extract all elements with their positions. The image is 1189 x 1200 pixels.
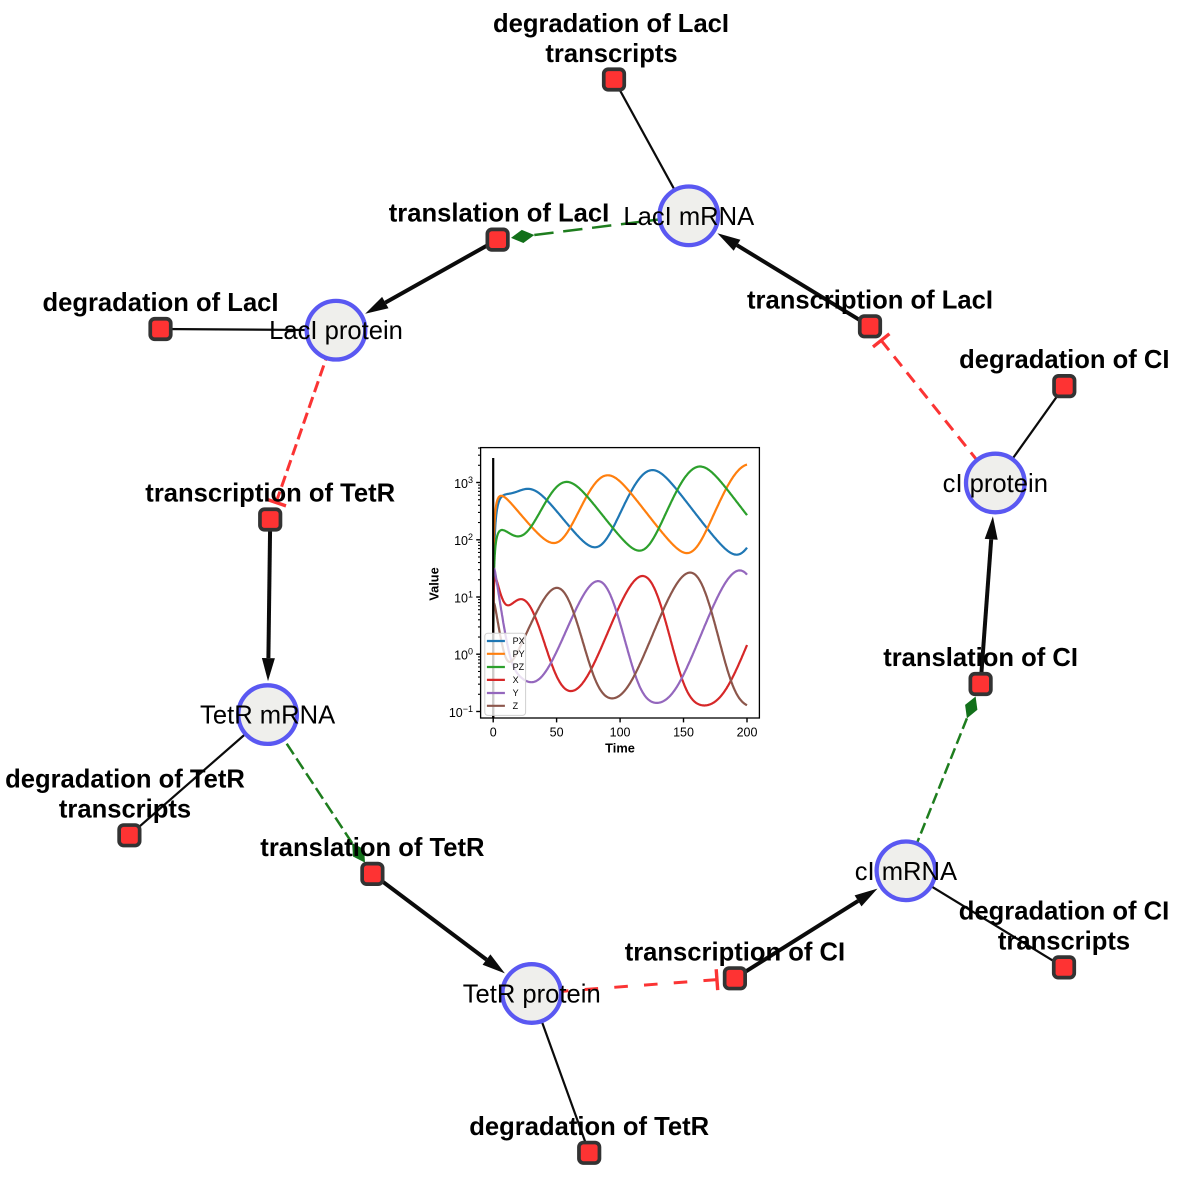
svg-text:Time: Time <box>605 740 635 755</box>
svg-text:100: 100 <box>610 726 631 740</box>
svg-text:LacI protein: LacI protein <box>269 317 403 345</box>
svg-text:TetR mRNA: TetR mRNA <box>200 702 336 730</box>
svg-text:transcripts: transcripts <box>998 927 1130 955</box>
svg-text:translation of TetR: translation of TetR <box>260 834 484 862</box>
svg-text:degradation of CI: degradation of CI <box>959 897 1169 925</box>
svg-text:50: 50 <box>550 726 564 740</box>
svg-text:LacI mRNA: LacI mRNA <box>623 203 755 231</box>
svg-text:degradation of LacI: degradation of LacI <box>493 10 729 38</box>
svg-text:PZ: PZ <box>513 662 525 672</box>
svg-text:degradation of TetR: degradation of TetR <box>469 1113 709 1141</box>
svg-text:cI mRNA: cI mRNA <box>855 858 958 886</box>
svg-text:degradation of LacI: degradation of LacI <box>42 289 278 317</box>
svg-text:PX: PX <box>513 636 525 646</box>
svg-text:200: 200 <box>737 726 758 740</box>
svg-text:0: 0 <box>490 726 497 740</box>
svg-text:transcription of LacI: transcription of LacI <box>747 286 993 314</box>
svg-text:transcripts: transcripts <box>59 795 191 823</box>
svg-text:X: X <box>513 675 519 685</box>
svg-text:Z: Z <box>513 701 519 711</box>
svg-text:translation of LacI: translation of LacI <box>389 200 609 228</box>
svg-text:Value: Value <box>427 567 442 600</box>
svg-text:transcription of TetR: transcription of TetR <box>145 480 395 508</box>
svg-text:cI protein: cI protein <box>943 470 1048 498</box>
svg-text:degradation of TetR: degradation of TetR <box>5 765 245 793</box>
svg-text:transcripts: transcripts <box>545 40 677 68</box>
svg-text:degradation of CI: degradation of CI <box>959 346 1169 374</box>
svg-text:TetR protein: TetR protein <box>463 981 601 1009</box>
svg-text:Y: Y <box>513 688 519 698</box>
svg-text:transcription of CI: transcription of CI <box>625 938 845 966</box>
svg-text:PY: PY <box>513 649 525 659</box>
svg-text:150: 150 <box>673 726 694 740</box>
svg-text:translation of CI: translation of CI <box>883 644 1078 672</box>
